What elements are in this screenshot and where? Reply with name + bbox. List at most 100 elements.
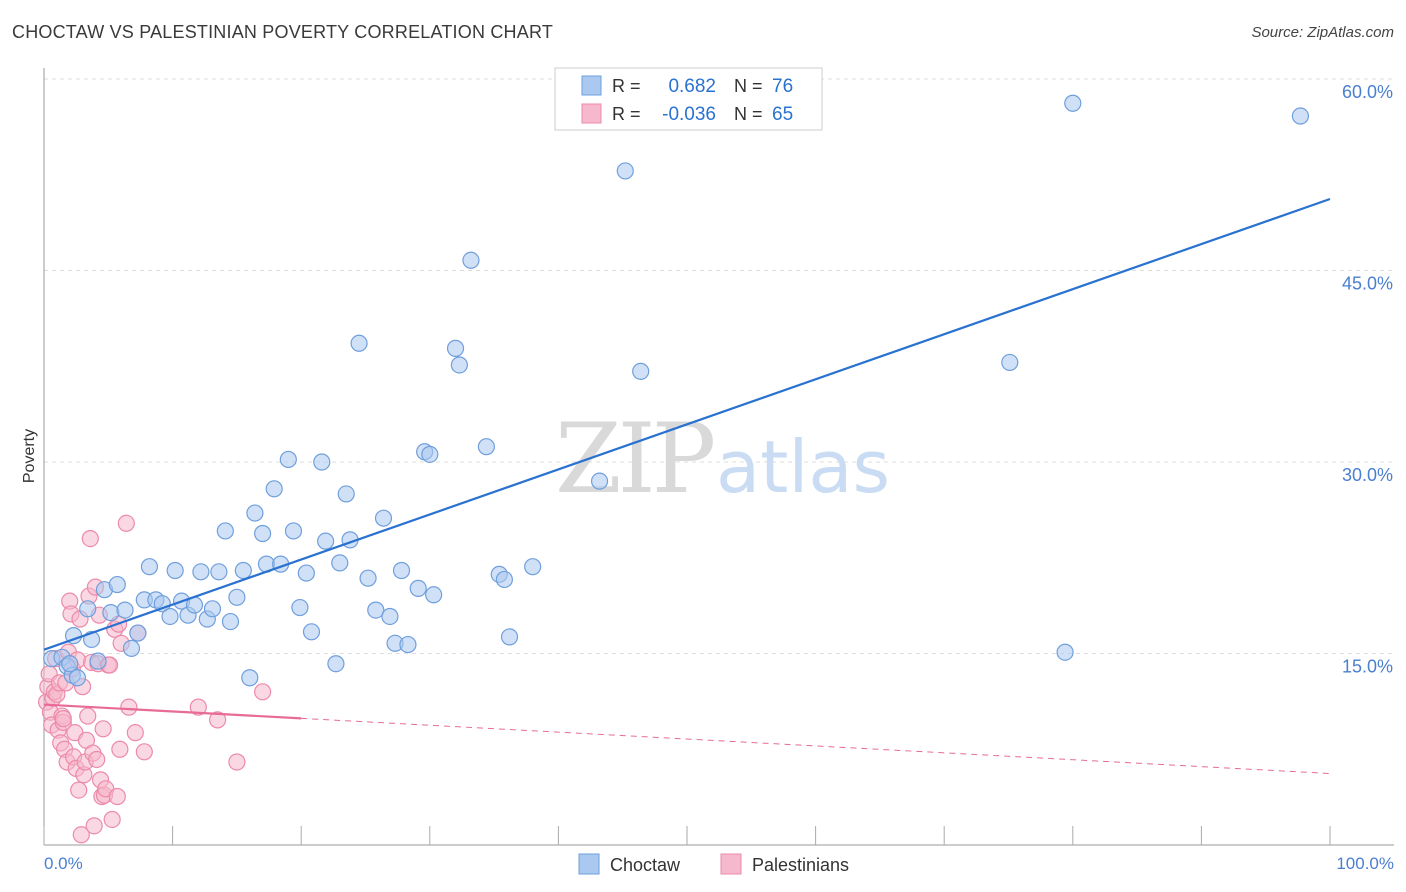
choctaw-point-40: [284, 522, 303, 540]
choctaw-point-74: [1056, 643, 1074, 661]
choctaw-point-11: [102, 604, 120, 622]
y-axis-label: Poverty: [21, 429, 38, 483]
palestinians-point-56: [126, 724, 144, 742]
x-tick-label-min: 0.0%: [44, 854, 83, 873]
palestinians-point-25: [70, 781, 88, 799]
trendline-palestinians-solid: [43, 703, 302, 720]
choctaw-point-57: [399, 635, 417, 654]
choctaw-point-17: [140, 558, 159, 576]
choctaw-point-32: [234, 561, 252, 580]
palestinians-point-62: [228, 753, 246, 771]
y-tick-label-30: 30.0%: [1342, 465, 1393, 485]
choctaw-point-5: [68, 669, 87, 687]
choctaw-point-29: [216, 522, 234, 540]
stats-n-label-choctaw: N =: [734, 76, 763, 96]
choctaw-point-14: [122, 639, 141, 657]
choctaw-point-31: [228, 588, 246, 606]
y-tick-labels: 15.0% 30.0% 45.0% 60.0%: [1342, 82, 1393, 677]
x-tick-label-max: 100.0%: [1336, 854, 1394, 873]
palestinians-point-49: [103, 810, 121, 829]
choctaw-point-69: [524, 558, 542, 576]
stats-r-value-choctaw: 0.682: [668, 76, 716, 97]
choctaw-point-67: [495, 570, 513, 589]
palestinians-point-63: [254, 683, 272, 701]
bottom-legend-label-palestinians: Palestinians: [752, 855, 849, 875]
choctaw-point-68: [500, 628, 519, 646]
choctaw-point-61: [425, 586, 443, 604]
choctaw-point-25: [192, 563, 210, 581]
stats-n-value-palestinians: 65: [772, 104, 793, 125]
bottom-legend-label-choctaw: Choctaw: [610, 855, 681, 875]
stats-legend: R = 0.682 N = 76 R = -0.036 N = 65: [554, 67, 823, 131]
choctaw-point-62: [446, 339, 465, 357]
watermark: ZIP atlas: [555, 403, 890, 515]
choctaw-point-12: [108, 575, 126, 594]
choctaw-point-20: [161, 607, 179, 626]
stats-r-label-palestinians: R =: [612, 104, 641, 124]
series-legend: Choctaw Palestinians: [578, 853, 849, 875]
choctaw-point-54: [381, 607, 399, 626]
choctaw-point-7: [79, 600, 97, 618]
choctaw-point-76: [1291, 107, 1310, 125]
choctaw-point-27: [203, 600, 222, 618]
palestinians-point-55: [120, 698, 138, 716]
stats-n-value-choctaw: 76: [772, 76, 793, 97]
palestinians-point-39: [88, 750, 106, 769]
legend-swatch-palestinians: [581, 103, 602, 124]
palestinians-point-27: [72, 826, 90, 844]
y-tick-label-45: 45.0%: [1342, 274, 1393, 294]
choctaw-point-63: [450, 356, 468, 374]
choctaw-point-65: [477, 438, 495, 456]
choctaw-point-4: [61, 655, 79, 673]
legend-swatch-choctaw: [581, 75, 602, 96]
choctaw-point-33: [241, 669, 259, 687]
choctaw-point-45: [317, 532, 335, 550]
watermark-atlas: atlas: [716, 425, 890, 509]
series-palestinians-points: [37, 514, 272, 844]
palestinians-point-61: [209, 711, 227, 729]
palestinians-point-32: [79, 707, 97, 725]
choctaw-point-43: [302, 623, 321, 641]
choctaw-point-42: [297, 564, 315, 582]
stats-r-value-palestinians: -0.036: [662, 104, 716, 125]
bottom-legend-swatch-choctaw: [578, 853, 600, 875]
palestinians-point-44: [94, 720, 112, 738]
choctaw-point-52: [367, 601, 385, 619]
choctaw-point-58: [409, 579, 427, 597]
trendline-palestinians-dashed: [301, 717, 1331, 775]
choctaw-point-39: [279, 450, 297, 469]
bottom-legend-swatch-palestinians: [720, 853, 742, 875]
stats-r-label-choctaw: R =: [612, 76, 641, 96]
choctaw-point-47: [331, 554, 349, 572]
choctaw-point-64: [462, 251, 480, 269]
choctaw-point-34: [246, 504, 264, 522]
choctaw-point-53: [374, 509, 393, 527]
choctaw-point-9: [89, 652, 107, 670]
palestinians-point-37: [85, 817, 103, 835]
trendlines: [43, 197, 1331, 775]
palestinians-point-51: [108, 787, 126, 806]
palestinians-point-58: [135, 743, 153, 761]
palestinians-point-60: [189, 698, 207, 716]
y-tick-label-60: 60.0%: [1342, 82, 1393, 102]
choctaw-point-44: [313, 453, 331, 471]
trendline-choctaw: [43, 197, 1331, 651]
choctaw-point-48: [337, 485, 355, 503]
series-choctaw-points: [43, 94, 1310, 687]
choctaw-point-28: [210, 563, 228, 581]
choctaw-point-73: [1001, 353, 1019, 372]
choctaw-point-41: [291, 598, 309, 617]
palestinians-point-64: [54, 710, 72, 728]
choctaw-point-21: [166, 561, 184, 580]
choctaw-point-15: [129, 624, 147, 642]
x-ticks: [43, 826, 1331, 845]
choctaw-point-35: [254, 524, 272, 543]
source-label: Source: ZipAtlas.com: [1251, 24, 1394, 41]
choctaw-point-60: [421, 445, 439, 463]
choctaw-point-37: [265, 480, 283, 498]
watermark-zip: ZIP: [555, 403, 714, 515]
choctaw-point-46: [327, 655, 345, 673]
y-tick-label-15: 15.0%: [1342, 657, 1393, 677]
choctaw-point-56: [392, 561, 411, 580]
